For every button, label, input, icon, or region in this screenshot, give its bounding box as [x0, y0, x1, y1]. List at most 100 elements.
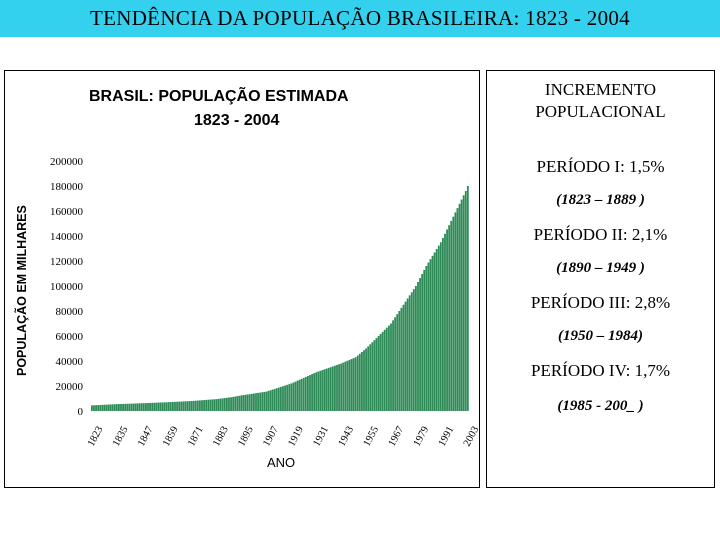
slide-title: TENDÊNCIA DA POPULAÇÃO BRASILEIRA: 1823 …: [90, 6, 630, 30]
population-bar: [176, 401, 178, 411]
population-bar: [244, 394, 247, 411]
population-bar: [415, 286, 417, 411]
population-bar: [342, 362, 345, 411]
population-bar: [319, 370, 322, 411]
population-bar: [271, 389, 274, 411]
slide-title-bar: TENDÊNCIA DA POPULAÇÃO BRASILEIRA: 1823 …: [0, 0, 720, 37]
population-bar: [226, 397, 228, 411]
y-tick-label: 120000: [50, 256, 84, 268]
population-bar: [309, 375, 311, 411]
population-bar: [340, 363, 343, 411]
population-bar: [365, 348, 367, 411]
population-bar: [172, 401, 174, 411]
x-tick-label: 1883: [211, 425, 231, 449]
population-bar: [437, 245, 440, 411]
population-bar: [230, 397, 232, 411]
population-bar: [317, 371, 320, 411]
population-bar: [356, 355, 359, 411]
population-bar: [128, 403, 131, 411]
population-bar: [232, 396, 235, 412]
population-bar: [296, 380, 299, 411]
population-bar: [392, 320, 394, 412]
population-bar: [404, 301, 407, 412]
population-bar: [282, 386, 284, 411]
population-bar: [377, 336, 380, 411]
period-3-range: (1950 – 1984): [558, 328, 643, 344]
population-bar: [417, 282, 419, 411]
y-tick-label: 20000: [56, 381, 84, 393]
population-bar: [460, 199, 463, 411]
population-bar: [448, 225, 451, 411]
population-bar: [240, 395, 243, 412]
population-bar: [103, 404, 106, 411]
period-3-label: PERÍODO III: 2,8%: [530, 293, 671, 312]
population-bar: [456, 208, 459, 411]
x-axis-label: ANO: [267, 455, 296, 470]
population-bar: [350, 359, 353, 411]
population-bar: [435, 249, 438, 411]
population-bar: [361, 352, 363, 411]
population-bar: [99, 404, 102, 411]
population-bar: [363, 350, 365, 411]
population-bar: [379, 333, 382, 411]
x-tick-label: 1931: [311, 425, 331, 449]
population-bar: [122, 403, 124, 411]
population-bar: [136, 403, 139, 411]
x-tick-label: 1943: [337, 425, 357, 449]
population-bar: [263, 391, 266, 411]
population-bar: [105, 404, 108, 411]
population-bar: [93, 405, 95, 411]
population-bar: [190, 401, 193, 411]
population-bar: [157, 402, 160, 411]
population-bar: [313, 373, 316, 411]
population-bar: [186, 401, 189, 411]
population-bar: [120, 403, 122, 411]
population-bar: [315, 372, 318, 411]
population-bar: [425, 266, 428, 411]
x-tick-label: 1823: [86, 425, 106, 449]
population-bar: [147, 403, 149, 411]
population-bar: [238, 395, 241, 411]
period-2-label: PERÍODO II: 2,1%: [533, 225, 668, 244]
population-bar: [348, 359, 351, 411]
population-bar: [155, 402, 158, 411]
population-bar: [290, 383, 293, 411]
population-bar: [412, 289, 415, 412]
population-bar: [111, 404, 114, 411]
population-bar: [433, 252, 436, 411]
population-bar: [388, 325, 390, 411]
x-tick-label: 1955: [362, 425, 382, 449]
population-bar: [118, 404, 120, 411]
population-bar: [151, 402, 154, 411]
population-bar: [207, 399, 210, 411]
population-bar: [188, 401, 191, 411]
population-bar: [107, 404, 110, 411]
population-bar: [354, 357, 357, 411]
population-bar: [446, 229, 448, 411]
population-bar: [205, 399, 208, 411]
population-bar: [97, 405, 100, 411]
population-bar: [304, 376, 307, 411]
population-bar: [163, 402, 166, 411]
population-bar: [153, 402, 156, 411]
x-tick-label: 1835: [111, 425, 131, 449]
population-bar: [431, 255, 434, 411]
population-bar: [346, 360, 349, 411]
chart-title-main: BRASIL: POPULAÇÃO ESTIMADA: [89, 88, 349, 105]
y-tick-label: 160000: [50, 206, 84, 218]
population-bar: [334, 365, 336, 411]
population-bar: [277, 387, 280, 411]
population-bar: [255, 393, 257, 411]
x-tick-label: 1979: [412, 425, 432, 449]
population-bar: [180, 401, 183, 411]
population-bar-chart: 2000001800001600001400001200001000008000…: [50, 156, 479, 449]
population-bar: [234, 396, 237, 411]
population-bar: [275, 388, 278, 411]
population-bar: [196, 400, 199, 411]
population-bar: [402, 304, 405, 411]
population-bar: [286, 384, 289, 411]
population-bar: [250, 393, 253, 411]
population-bar: [130, 403, 133, 411]
population-bar: [311, 374, 313, 412]
population-bar: [371, 342, 374, 411]
